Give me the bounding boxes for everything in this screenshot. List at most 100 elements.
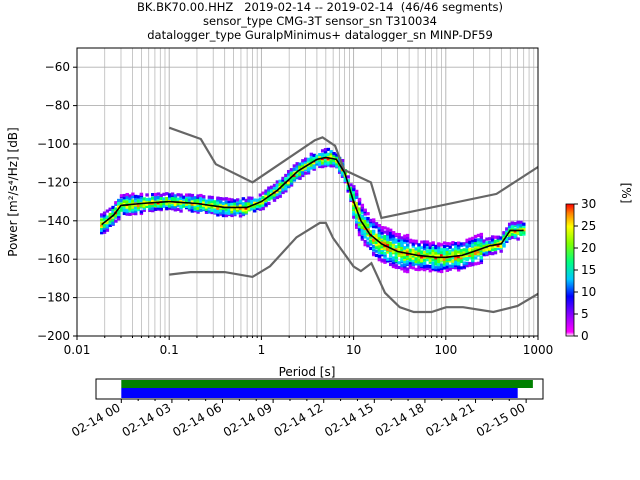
heatmap-cell [267, 191, 271, 195]
heatmap-cell [323, 159, 328, 163]
heatmap-cell [207, 210, 212, 214]
heatmap-cell [233, 207, 237, 211]
heatmap-cell [360, 231, 365, 235]
heatmap-cell [411, 258, 416, 263]
heatmap-cell [289, 171, 294, 175]
heatmap-cell [128, 199, 132, 203]
psd-heatmap [100, 147, 526, 274]
heatmap-cell [312, 158, 316, 162]
heatmap-cell [337, 167, 342, 171]
heatmap-cell [363, 216, 367, 220]
heatmap-cell [403, 257, 407, 261]
heatmap-cell [196, 208, 200, 212]
heatmap-cell [383, 258, 387, 263]
heatmap-cell [134, 205, 138, 210]
heatmap-cell [408, 264, 413, 268]
heatmap-cell [397, 265, 401, 270]
heatmap-cell [261, 191, 265, 195]
heatmap-cell [131, 208, 135, 212]
heatmap-cell [377, 254, 382, 258]
heatmap-cell [286, 184, 291, 188]
heatmap-cell [519, 225, 523, 229]
heatmap-cell [391, 260, 396, 264]
heatmap-cell [114, 201, 118, 205]
heatmap-cell [323, 154, 328, 158]
heatmap-cell [210, 210, 214, 215]
heatmap-cell [332, 164, 336, 168]
heatmap-cell [221, 213, 226, 218]
heatmap-cell [371, 218, 376, 222]
heatmap-cell [292, 178, 297, 182]
heatmap-cell [233, 202, 237, 206]
heatmap-cell [230, 198, 234, 202]
heatmap-cell [442, 262, 447, 266]
heatmap-cell [490, 252, 495, 256]
heatmap-cell [162, 201, 166, 205]
heatmap-cell [488, 251, 492, 256]
heatmap-cell [170, 192, 175, 196]
heatmap-cell [459, 266, 464, 270]
heatmap-cell [250, 196, 254, 200]
heatmap-cell [258, 197, 263, 201]
heatmap-cell [193, 196, 197, 200]
heatmap-cell [134, 196, 138, 200]
heatmap-cell [148, 206, 152, 211]
heatmap-cell [499, 239, 503, 243]
heatmap-cell [278, 179, 282, 183]
heatmap-cell [403, 240, 407, 244]
heatmap-cell [386, 257, 390, 261]
heatmap-cell [320, 161, 325, 165]
heatmap-cell [187, 205, 192, 209]
heatmap-cell [360, 235, 365, 239]
heatmap-cell [456, 266, 461, 270]
heatmap-cell [428, 245, 433, 250]
heatmap-cell [437, 253, 441, 257]
heatmap-cell [448, 251, 452, 255]
heatmap-cell [403, 234, 407, 238]
heatmap-cell [202, 200, 206, 204]
heatmap-cell [151, 203, 155, 207]
heatmap-cell [434, 254, 438, 258]
heatmap-cell [417, 267, 421, 272]
heatmap-cell [386, 230, 390, 234]
heatmap-cell [386, 259, 390, 263]
heatmap-cell [505, 236, 509, 241]
heatmap-cell [425, 264, 430, 268]
heatmap-cell [380, 248, 384, 252]
heatmap-cell [377, 258, 382, 262]
heatmap-cell [371, 248, 376, 252]
heatmap-cell [451, 253, 455, 257]
heatmap-cell [216, 198, 220, 202]
heatmap-cell [448, 249, 452, 253]
heatmap-cell [428, 253, 433, 257]
heatmap-cell [173, 208, 178, 212]
heatmap-cell [420, 261, 424, 265]
heatmap-cell [335, 155, 339, 159]
heatmap-cell [117, 202, 121, 206]
heatmap-cell [502, 242, 506, 247]
heatmap-cell [451, 264, 455, 268]
heatmap-cell [318, 164, 322, 169]
heatmap-cell [204, 205, 209, 209]
heatmap-cell [434, 259, 438, 263]
heatmap-cell [371, 222, 376, 226]
heatmap-cell [425, 253, 430, 257]
heatmap-cell [117, 208, 121, 212]
heatmap-cell [439, 250, 444, 254]
heatmap-cell [236, 208, 240, 212]
heatmap-cell [315, 156, 319, 160]
heatmap-cell [122, 209, 127, 213]
heatmap-cell [346, 186, 350, 190]
heatmap-cell [108, 221, 112, 225]
heatmap-cell [284, 189, 288, 193]
heatmap-cell [403, 249, 407, 253]
heatmap-cell [187, 198, 192, 202]
heatmap-cell [159, 202, 163, 206]
heatmap-cell [391, 246, 396, 250]
heatmap-cell [431, 241, 435, 245]
heatmap-cell [383, 235, 387, 239]
heatmap-cell [459, 259, 464, 264]
heatmap-cell [128, 209, 132, 213]
heatmap-cell [301, 171, 305, 175]
heatmap-cell [253, 206, 257, 210]
